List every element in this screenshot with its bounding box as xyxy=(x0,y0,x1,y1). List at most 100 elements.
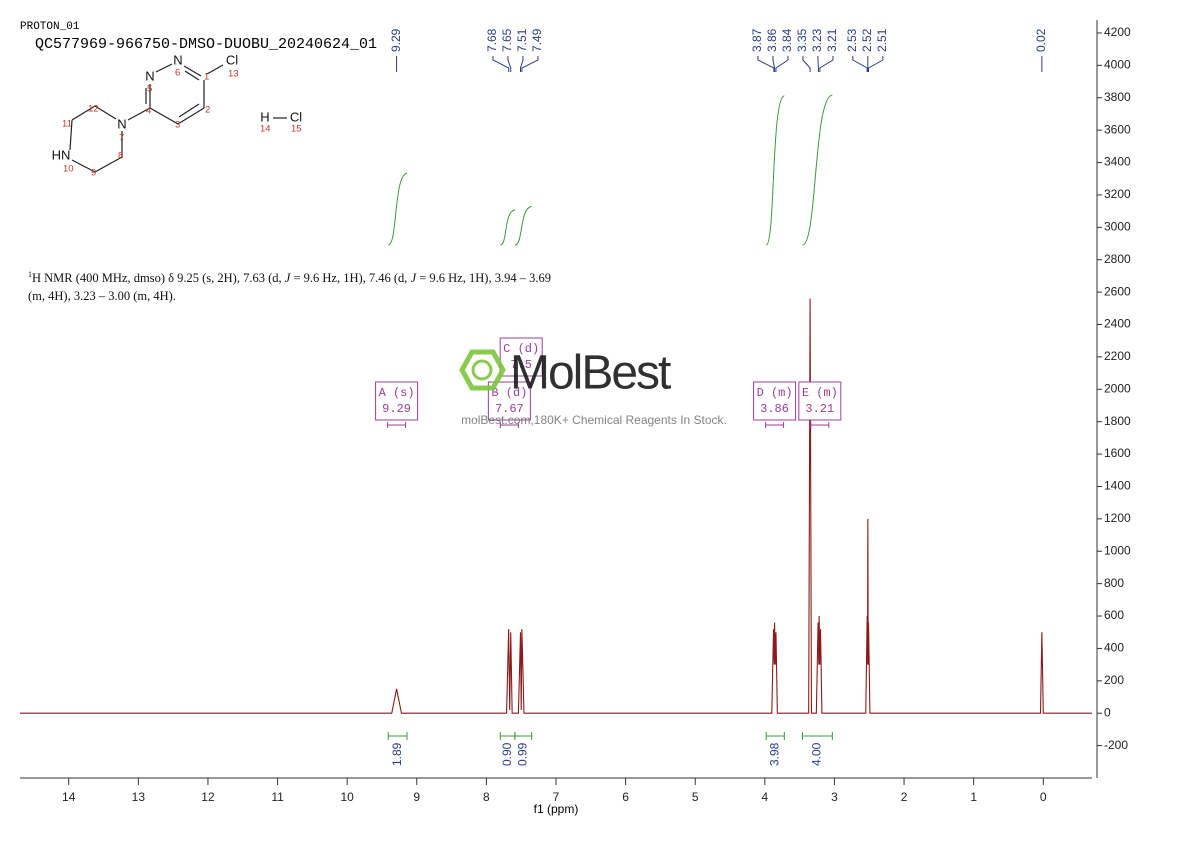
integral-curve xyxy=(387,172,408,246)
x-tick-label: 13 xyxy=(132,790,146,804)
atom-number: 15 xyxy=(291,124,302,135)
multiplet-label: B (d) xyxy=(491,386,527,400)
x-tick-label: 2 xyxy=(901,790,908,804)
multiplet-bracket xyxy=(810,422,830,428)
y-tick-label: 3000 xyxy=(1104,219,1131,233)
atom-number: 14 xyxy=(260,124,271,135)
atom-number: 8 xyxy=(118,151,123,162)
y-tick-label: 4200 xyxy=(1104,25,1131,39)
y-tick-label: 1400 xyxy=(1104,479,1131,493)
text: J xyxy=(410,271,417,286)
watermark: MolBest molBest.com,180K+ Chemical Reagen… xyxy=(459,347,727,427)
peak-leader xyxy=(868,56,884,72)
y-tick-label: 800 xyxy=(1104,576,1124,590)
y-tick-label: -200 xyxy=(1104,738,1128,752)
text: H NMR (400 MHz, dmso) δ 9.25 (s, 2H), 7.… xyxy=(32,271,285,286)
atom-number: 2 xyxy=(205,105,210,116)
integral-label: 0.99 xyxy=(515,742,529,766)
description-line: 1H NMR (400 MHz, dmso) δ 9.25 (s, 2H), 7… xyxy=(28,266,551,287)
text: = 9.6 Hz, 1H), 7.46 (d, xyxy=(290,271,411,286)
peak-label: 0.02 xyxy=(1034,28,1048,52)
peak-leader xyxy=(772,56,776,72)
watermark-brand: MolBest xyxy=(510,347,671,400)
atom: N xyxy=(117,116,126,131)
atom-number: 7 xyxy=(119,133,124,144)
multiplet-box xyxy=(375,381,419,421)
experiment-name: PROTON_01 xyxy=(20,21,80,33)
text: (m, 4H), 3.23 – 3.00 (m, 4H). xyxy=(28,289,176,304)
y-tick-label: 2000 xyxy=(1104,381,1131,395)
watermark-logo xyxy=(471,359,493,381)
y-tick-label: 3600 xyxy=(1104,122,1131,136)
multiplet-bracket xyxy=(765,422,785,428)
peak-leader xyxy=(521,56,539,72)
atom-number: 5 xyxy=(147,84,152,95)
x-tick-label: 11 xyxy=(271,790,284,804)
multiplet-label: E (m) xyxy=(802,386,838,400)
y-tick-label: 1600 xyxy=(1104,446,1131,460)
text: = 9.6 Hz, 1H), 3.94 – 3.69 xyxy=(416,271,551,286)
integral-curve xyxy=(514,205,532,246)
peak-leader xyxy=(492,56,510,72)
superscript: 1 xyxy=(28,270,32,279)
peak-leader xyxy=(507,56,512,72)
x-tick-label: 4 xyxy=(761,790,768,804)
x-tick-label: 9 xyxy=(413,790,420,804)
multiplet-bracket xyxy=(387,422,407,428)
multiplet-shift: 3.86 xyxy=(760,402,789,416)
y-tick-label: 0 xyxy=(1104,705,1111,719)
x-tick-label: 1 xyxy=(970,790,977,804)
integral-label: 0.90 xyxy=(500,742,514,766)
integral-label: 4.00 xyxy=(810,742,824,766)
peak-label: 3.87 xyxy=(750,28,764,52)
integral-bracket xyxy=(387,732,408,740)
x-tick-label: 7 xyxy=(553,790,560,804)
y-tick-label: 3400 xyxy=(1104,155,1131,169)
y-tick-label: 1000 xyxy=(1104,543,1131,557)
y-tick-label: 2800 xyxy=(1104,252,1131,266)
x-tick-label: 0 xyxy=(1040,790,1047,804)
peak-label: 2.51 xyxy=(875,28,889,52)
x-axis-label: f1 (ppm) xyxy=(534,802,579,816)
watermark-logo xyxy=(459,349,506,391)
peak-label: 7.65 xyxy=(500,28,514,52)
integral-label: 1.89 xyxy=(390,742,404,766)
peak-leader xyxy=(519,56,524,72)
integral-curve xyxy=(765,95,785,246)
multiplet-label: A (s) xyxy=(379,386,415,400)
atom-number: 9 xyxy=(91,168,96,179)
y-tick-label: 400 xyxy=(1104,641,1124,655)
atom-number: 10 xyxy=(63,164,74,175)
y-tick-label: 1200 xyxy=(1104,511,1131,525)
integral-curve xyxy=(802,94,833,246)
nmr-description: 1H NMR (400 MHz, dmso) δ 9.25 (s, 2H), 7… xyxy=(28,266,551,305)
y-tick-label: 3200 xyxy=(1104,187,1131,201)
multiplet-box xyxy=(499,337,543,377)
y-tick-label: 600 xyxy=(1104,608,1124,622)
spectrum-line xyxy=(20,298,1092,714)
x-tick-label: 12 xyxy=(201,790,215,804)
x-tick-label: 14 xyxy=(62,790,76,804)
multiplet-label: D (m) xyxy=(757,386,793,400)
atom-number: 4 xyxy=(146,106,151,117)
peak-label: 7.51 xyxy=(515,28,529,52)
multiplet-box xyxy=(798,381,842,421)
atom: H xyxy=(260,109,269,124)
peak-label: 7.49 xyxy=(530,28,544,52)
integral-bracket xyxy=(765,732,785,740)
atom-number: 3 xyxy=(175,120,180,131)
multiplet-label: C (d) xyxy=(503,342,539,356)
multiplet-shift: 7.67 xyxy=(495,402,524,416)
integral-bracket xyxy=(801,732,833,740)
peak-label: 2.53 xyxy=(845,28,859,52)
peak-leader xyxy=(775,56,789,72)
molecule: N N Cl N HN H Cl 1 2 3 4 5 6 7 8 9 10 11… xyxy=(52,52,303,178)
multiplet-box xyxy=(753,381,797,421)
y-tick-label: 3800 xyxy=(1104,90,1131,104)
atom: HN xyxy=(52,147,71,162)
peak-label: 9.29 xyxy=(389,28,403,52)
y-tick-label: 2400 xyxy=(1104,317,1131,331)
peak-leader xyxy=(802,56,811,72)
peak-label: 3.21 xyxy=(825,28,839,52)
